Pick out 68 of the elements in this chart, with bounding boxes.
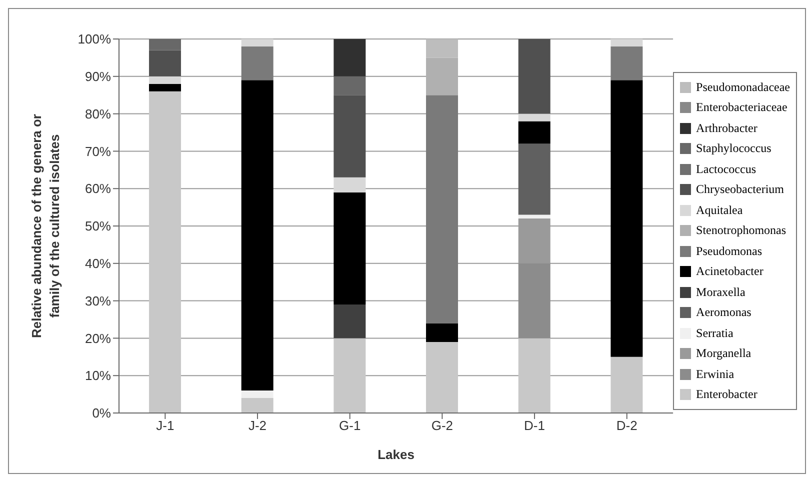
- bar: [426, 323, 458, 342]
- legend-label: Stenotrophomonas: [696, 223, 786, 238]
- legend-label: Pseudomonadaceae: [696, 80, 790, 95]
- y-tick-label: 0%: [92, 406, 112, 421]
- bar: [518, 144, 550, 215]
- x-tick-label: G-1: [339, 418, 361, 434]
- bar: [518, 39, 550, 114]
- bar: [610, 39, 643, 46]
- bar: [518, 263, 550, 338]
- bar: [426, 95, 458, 324]
- y-tick-label: 30%: [84, 293, 112, 308]
- bar: [149, 50, 181, 76]
- bar: [149, 39, 181, 50]
- bar: [334, 39, 366, 76]
- y-tick-label: 100%: [78, 32, 112, 47]
- bar: [241, 390, 274, 398]
- bar: [334, 304, 366, 338]
- legend-label: Enterobacteriaceae: [696, 100, 788, 116]
- bar: [426, 39, 458, 58]
- legend-label: Staphylococcus: [696, 141, 772, 156]
- legend-label: Acinetobacter: [696, 264, 764, 280]
- legend-label: Pseudomonas: [696, 244, 762, 259]
- x-tick-label: J-1: [156, 418, 174, 434]
- y-tick-label: 60%: [84, 181, 112, 196]
- bar: [518, 338, 550, 413]
- bar: [518, 121, 550, 144]
- bar: [334, 192, 366, 305]
- x-tick-label: D-2: [616, 418, 638, 434]
- bar: [334, 177, 366, 192]
- y-tick-label: 80%: [84, 106, 112, 122]
- y-tick-label: 90%: [84, 69, 112, 84]
- x-tick-label: D-1: [524, 418, 545, 434]
- legend-label: Erwinia: [696, 366, 734, 382]
- y-tick-label: 20%: [84, 330, 112, 346]
- legend-label: Morganella: [696, 346, 752, 362]
- y-tick-label: 40%: [84, 256, 112, 272]
- bar: [149, 84, 181, 92]
- y-axis-title: Relative abundance of the genera or family of the cultured isolates: [29, 114, 62, 338]
- bar: [241, 398, 274, 413]
- legend-label: Aeromonas: [696, 305, 752, 320]
- bar: [426, 342, 458, 413]
- bar: [241, 39, 274, 46]
- bar: [518, 214, 550, 219]
- y-tick-label: 10%: [84, 368, 112, 384]
- bar: [241, 46, 274, 80]
- bar: [334, 76, 366, 96]
- bar: [610, 356, 643, 413]
- legend-label: Serratia: [696, 326, 734, 341]
- bar: [149, 91, 181, 413]
- y-tick-label: 50%: [84, 218, 112, 234]
- legend-label: Moraxella: [696, 284, 746, 300]
- bar: [426, 58, 458, 96]
- bar: [518, 114, 550, 122]
- bar: [334, 338, 366, 413]
- legend-label: Lactococcus: [696, 162, 756, 177]
- legend-label: Chryseobacterium: [696, 182, 784, 198]
- bar: [149, 76, 181, 84]
- bar: [610, 80, 643, 357]
- legend-label: Aquitalea: [696, 202, 743, 218]
- x-tick-label: J-2: [248, 418, 267, 434]
- bar: [241, 80, 274, 391]
- y-tick-label: 70%: [84, 144, 112, 159]
- x-axis-title: Lakes: [378, 447, 414, 462]
- legend-label: Enterobacter: [696, 387, 758, 402]
- bar: [334, 95, 366, 178]
- bar: [610, 46, 643, 80]
- legend-label: Arthrobacter: [696, 120, 758, 136]
- x-tick-label: G-2: [431, 418, 454, 434]
